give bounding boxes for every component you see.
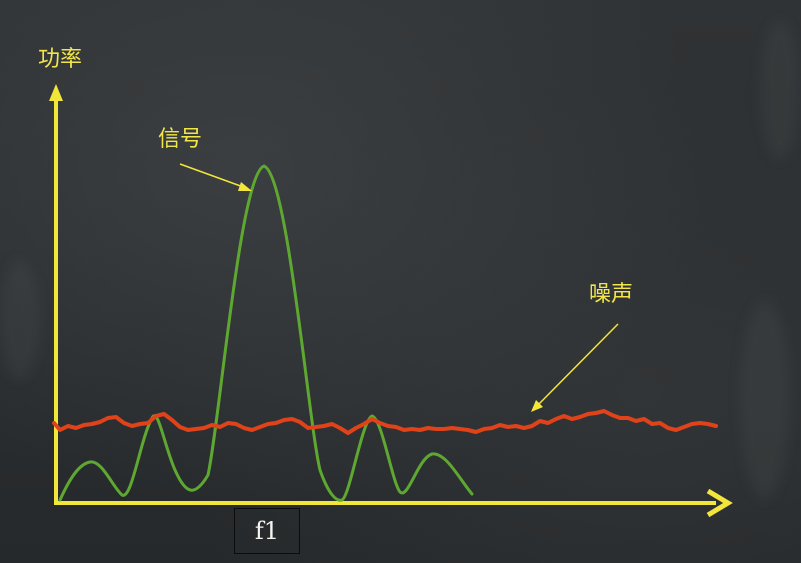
noise-pointer	[536, 323, 619, 407]
noise-pointer-arrowhead	[531, 400, 543, 412]
noise-label: 噪声	[589, 282, 634, 307]
signal-label: 信号	[158, 127, 203, 152]
chalk-smudge	[760, 20, 800, 160]
chalk-smudge	[0, 260, 40, 380]
frequency-marker-box: f1	[234, 508, 300, 554]
frequency-marker-label: f1	[254, 517, 280, 545]
signal-pointer-arrowhead	[238, 182, 252, 191]
chalk-smudge	[740, 300, 790, 500]
y-axis-label: 功率	[38, 47, 83, 72]
noise-curve	[52, 409, 718, 435]
signal-curve	[58, 164, 474, 502]
x-axis-arrowhead	[706, 488, 733, 518]
y-axis-arrowhead	[49, 84, 63, 101]
signal-pointer	[179, 163, 247, 189]
